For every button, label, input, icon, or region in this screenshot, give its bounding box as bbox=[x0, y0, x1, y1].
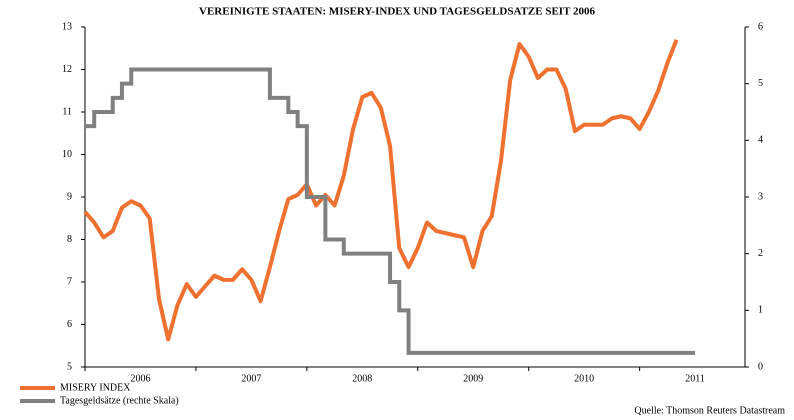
y-tick-label: 11 bbox=[62, 106, 72, 117]
legend-label: MISERY INDEX bbox=[60, 382, 131, 393]
source: Quelle: Thomson Reuters Datastream bbox=[634, 405, 785, 416]
series-line bbox=[83, 39, 679, 342]
y2-tick-label: 2 bbox=[758, 248, 763, 259]
x-tick-label: 2011 bbox=[685, 373, 705, 384]
y-tick-label: 12 bbox=[62, 64, 72, 75]
x-tick-label: 2010 bbox=[574, 373, 594, 384]
y2-tick-label: 1 bbox=[758, 305, 763, 316]
x-tick-label: 2008 bbox=[352, 373, 372, 384]
y-tick-label: 9 bbox=[67, 191, 72, 202]
y2-tick-label: 0 bbox=[758, 361, 763, 372]
x-tick-label: 2009 bbox=[463, 373, 483, 384]
y2-tick-label: 4 bbox=[758, 135, 763, 146]
y-tick-label: 10 bbox=[62, 149, 72, 160]
y-tick-label: 6 bbox=[67, 319, 72, 330]
y2-tick-label: 3 bbox=[758, 191, 763, 202]
y-tick-label: 13 bbox=[62, 21, 72, 32]
y-tick-label: 8 bbox=[67, 234, 72, 245]
chart-title: VEREINIGTE STAATEN: MISERY-INDEX UND TAG… bbox=[199, 6, 595, 18]
y2-tick-label: 5 bbox=[758, 78, 763, 89]
y-tick-label: 5 bbox=[67, 361, 72, 372]
x-tick-label: 2006 bbox=[130, 373, 150, 384]
y2-tick-label: 6 bbox=[758, 21, 763, 32]
x-tick-label: 2007 bbox=[241, 373, 261, 384]
legend-label: Tagesgeldsätze (rechte Skala) bbox=[60, 395, 179, 406]
y-tick-label: 7 bbox=[67, 276, 72, 287]
series-line bbox=[85, 67, 696, 355]
